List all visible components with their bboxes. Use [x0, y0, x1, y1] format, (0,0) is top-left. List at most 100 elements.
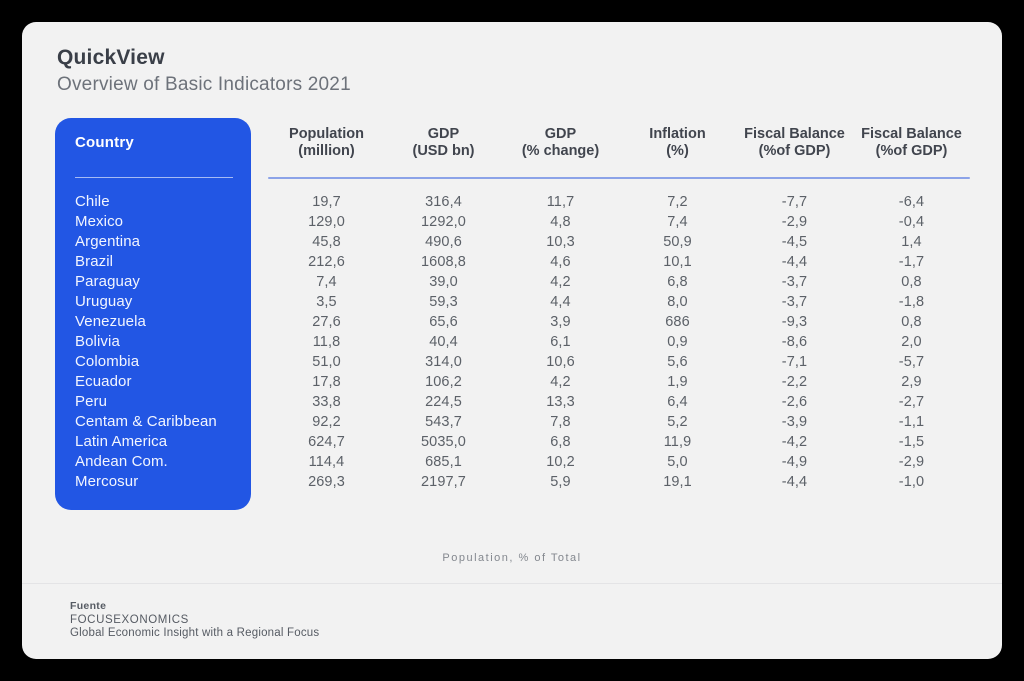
table-row: 17,8 106,2 4,2 1,9 -2,2 2,9	[268, 372, 970, 392]
table-row: 3,5 59,3 4,4 8,0 -3,7 -1,8	[268, 292, 970, 312]
table-cell: -2,7	[898, 394, 925, 410]
table-cell: 10,2	[546, 454, 575, 470]
table-row: 45,8 490,6 10,3 50,9 -4,5 1,4	[268, 232, 970, 252]
table-cell: 685,1	[425, 454, 462, 470]
table-cell: -4,5	[781, 234, 808, 250]
column-header-unit: (% change)	[521, 143, 600, 159]
table-row: 19,7 316,4 11,7 7,2 -7,7 -6,4	[268, 192, 970, 212]
table-cell: 10,1	[663, 254, 692, 270]
table-cell: 45,8	[312, 234, 341, 250]
table-cell: -1,7	[898, 254, 925, 270]
column-header: GDP (USD bn)	[385, 126, 502, 160]
country-label: Peru	[75, 393, 108, 410]
country-column-header: Country	[75, 134, 134, 151]
table-cell: 0,8	[901, 274, 922, 290]
table-cell: 92,2	[312, 414, 341, 430]
country-label: Andean Com.	[75, 453, 168, 470]
table-cell: 2,9	[901, 374, 922, 390]
country-label: Latin America	[75, 433, 168, 450]
report-card: QuickView Overview of Basic Indicators 2…	[22, 22, 1002, 659]
table-cell: 7,8	[550, 414, 571, 430]
table-cell: 543,7	[425, 414, 462, 430]
table-cell: -4,2	[781, 434, 808, 450]
column-header-label: Fiscal Balance	[744, 126, 845, 142]
table-cell: -2,9	[898, 454, 925, 470]
table-cell: -8,6	[781, 334, 808, 350]
table-row: 129,0 1292,0 4,8 7,4 -2,9 -0,4	[268, 212, 970, 232]
table-row: 624,7 5035,0 6,8 11,9 -4,2 -1,5	[268, 432, 970, 452]
column-header-label: GDP	[544, 126, 577, 142]
table-cell: 5,9	[550, 474, 571, 490]
table-cell: 6,4	[667, 394, 688, 410]
table-cell: 6,8	[667, 274, 688, 290]
table-caption: Population, % of Total	[442, 552, 582, 564]
country-label: Bolivia	[75, 333, 120, 350]
table-cell: -7,7	[781, 194, 808, 210]
table-row: 114,4 685,1 10,2 5,0 -4,9 -2,9	[268, 452, 970, 472]
table-cell: 2197,7	[421, 474, 466, 490]
table-cell: -1,1	[898, 414, 925, 430]
table-cell: -3,7	[781, 274, 808, 290]
table-cell: 40,4	[429, 334, 458, 350]
table-cell: 8,0	[667, 294, 688, 310]
table-cell: -4,4	[781, 254, 808, 270]
column-header: Fiscal Balance (%of GDP)	[736, 126, 853, 160]
table-cell: 39,0	[429, 274, 458, 290]
source-footer: Fuente FOCUSEXONOMICS Global Economic In…	[70, 600, 319, 639]
table-cell: 65,6	[429, 314, 458, 330]
table-cell: 6,8	[550, 434, 571, 450]
column-header: Inflation (%)	[619, 126, 736, 160]
table-cell: 314,0	[425, 354, 462, 370]
table-cell: 4,2	[550, 374, 571, 390]
footer-divider	[22, 583, 1002, 584]
country-label: Mercosur	[75, 473, 139, 490]
table-cell: -5,7	[898, 354, 925, 370]
table-cell: 7,2	[667, 194, 688, 210]
table-cell: 106,2	[425, 374, 462, 390]
country-label: Uruguay	[75, 293, 133, 310]
column-header-unit: (USD bn)	[412, 143, 475, 159]
source-tagline: Global Economic Insight with a Regional …	[70, 627, 320, 639]
table-cell: 490,6	[425, 234, 462, 250]
table-cell: 13,3	[546, 394, 575, 410]
country-label: Ecuador	[75, 373, 132, 390]
table-cell: 11,7	[546, 194, 575, 210]
table-cell: 4,6	[550, 254, 571, 270]
column-header-label: GDP	[427, 126, 460, 142]
table-cell: 1608,8	[421, 254, 466, 270]
table-cell: 33,8	[312, 394, 341, 410]
country-label: Chile	[75, 193, 110, 210]
table-cell: 4,4	[550, 294, 571, 310]
country-header-divider	[75, 177, 233, 178]
table-cell: -3,9	[781, 414, 808, 430]
country-panel: Country Chile Mexico Argentina Brazil Paragu…	[55, 118, 251, 510]
column-header: Population (million)	[268, 126, 385, 160]
table-cell: 269,3	[308, 474, 345, 490]
table-cell: 224,5	[425, 394, 462, 410]
table-cell: 5035,0	[421, 434, 466, 450]
table-row: 51,0 314,0 10,6 5,6 -7,1 -5,7	[268, 352, 970, 372]
country-list: Chile Mexico Argentina Brazil Paraguay Urugua…	[75, 192, 245, 492]
source-name: FOCUSEXONOMICS	[70, 614, 189, 626]
table-row: 7,4 39,0 4,2 6,8 -3,7 0,8	[268, 272, 970, 292]
country-label: Argentina	[75, 233, 141, 250]
table-cell: -2,9	[781, 214, 808, 230]
column-header: Fiscal Balance (%of GDP)	[853, 126, 970, 160]
table-body: 19,7 316,4 11,7 7,2 -7,7 -6,4 129,0 1292,0 4,8 7,…	[268, 192, 970, 492]
table-cell: 0,9	[667, 334, 688, 350]
table-cell: 17,8	[312, 374, 341, 390]
table-cell: 27,6	[312, 314, 341, 330]
country-label: Mexico	[75, 213, 124, 230]
column-header-unit: (%of GDP)	[758, 143, 831, 159]
table-cell: 5,2	[667, 414, 688, 430]
table-cell: 1,4	[901, 234, 922, 250]
table-cell: 0,8	[901, 314, 922, 330]
table-cell: -6,4	[898, 194, 925, 210]
table-cell: -4,4	[781, 474, 808, 490]
table-cell: 1292,0	[421, 214, 466, 230]
table-cell: -3,7	[781, 294, 808, 310]
country-label: Paraguay	[75, 273, 141, 290]
table-cell: 1,9	[667, 374, 688, 390]
table-cell: 2,0	[901, 334, 922, 350]
table-row: 269,3 2197,7 5,9 19,1 -4,4 -1,0	[268, 472, 970, 492]
